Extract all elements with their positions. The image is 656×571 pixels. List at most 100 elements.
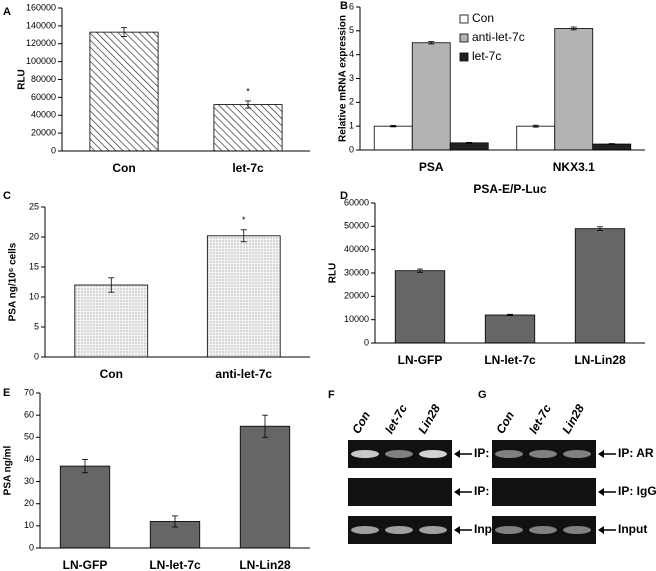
y-tick-label: 0 — [29, 542, 34, 552]
error-bar — [570, 26, 577, 31]
gel-arrowhead — [454, 488, 460, 496]
bar — [59, 465, 111, 549]
panel-letter: F — [328, 389, 335, 401]
y-tick-label: 40 — [24, 454, 34, 464]
legend-label: Con — [472, 11, 494, 25]
error-bar — [262, 414, 268, 438]
y-axis-label: PSA ng/10⁶ cells — [8, 242, 19, 321]
bar — [394, 270, 446, 344]
lane-label: let-7c — [382, 402, 410, 436]
error-bar — [121, 27, 127, 37]
error-bar — [390, 125, 397, 128]
y-tick-label: 70 — [24, 387, 34, 397]
y-tick-label: 1 — [349, 121, 354, 131]
panel-letter: A — [3, 6, 11, 18]
panel-letter: D — [340, 190, 348, 202]
legend-label: anti-let-7c — [472, 30, 525, 44]
gel-band — [529, 450, 557, 458]
error-bar — [172, 515, 178, 528]
gel-arrowhead — [598, 488, 604, 496]
y-tick-label: 15 — [29, 261, 39, 271]
y-axis-label: Relative mRNA expression — [338, 15, 349, 142]
bar — [592, 143, 632, 151]
y-axis-label: RLU — [328, 263, 339, 284]
legend-swatch — [459, 33, 469, 43]
gel-arrowhead — [454, 450, 460, 458]
panel-letter: C — [3, 190, 11, 202]
x-tick-label: LN-let-7c — [484, 353, 536, 367]
gel-band — [495, 450, 523, 458]
error-bar — [240, 229, 247, 243]
gel-strip — [492, 478, 596, 506]
y-tick-label: 4 — [349, 49, 354, 59]
panel-letter: G — [478, 389, 487, 401]
gel-arrowhead — [598, 450, 604, 458]
x-tick-label: NKX3.1 — [553, 160, 595, 174]
error-bar — [532, 124, 539, 128]
y-tick-label: 120000 — [26, 38, 56, 48]
lane-label: let-7c — [526, 402, 554, 436]
y-tick-label: 30 — [24, 476, 34, 486]
y-tick-label: 5 — [34, 321, 39, 331]
y-tick-label: 3 — [349, 73, 354, 83]
y-tick-label: 50000 — [344, 221, 369, 231]
error-bar — [245, 100, 251, 109]
y-tick-label: 50 — [24, 432, 34, 442]
y-tick-label: 10000 — [344, 314, 369, 324]
bar — [213, 104, 283, 152]
y-tick-label: 25 — [29, 201, 39, 211]
legend-swatch — [459, 14, 469, 24]
x-tick-label: Con — [112, 161, 135, 175]
gel-band — [385, 450, 413, 458]
y-tick-label: 20000 — [344, 291, 369, 301]
legend-label: let-7c — [472, 49, 501, 63]
y-tick-label: 10 — [29, 291, 39, 301]
gel-band — [495, 526, 523, 534]
panel-letter: E — [3, 387, 10, 399]
gel-band — [563, 526, 591, 534]
y-tick-label: 2 — [349, 97, 354, 107]
gel-band — [419, 450, 447, 458]
bar — [574, 228, 626, 344]
y-tick-label: 60000 — [31, 92, 56, 102]
y-tick-label: 0 — [51, 145, 56, 155]
gel-arrowhead — [598, 526, 604, 534]
x-tick-label: PSA — [419, 160, 444, 174]
y-tick-label: 60000 — [344, 197, 369, 207]
bar — [373, 125, 413, 151]
legend-swatch — [459, 52, 469, 62]
gel-band — [351, 450, 379, 458]
y-tick-label: 5 — [349, 25, 354, 35]
gel-strip — [348, 478, 452, 506]
annotation: * — [242, 215, 246, 225]
bar — [516, 125, 556, 151]
y-tick-label: 100000 — [26, 56, 56, 66]
row-label: IP: AR — [618, 446, 654, 460]
bar — [89, 31, 159, 152]
annotation: * — [246, 86, 250, 96]
gel-panels: F G — [328, 389, 487, 401]
error-bar — [608, 143, 615, 145]
error-bar — [108, 277, 115, 293]
gel-arrowhead — [454, 526, 460, 534]
y-tick-label: 20 — [24, 498, 34, 508]
gel-band — [529, 526, 557, 534]
error-bar — [466, 141, 473, 144]
gel-band — [563, 450, 591, 458]
bar — [239, 425, 291, 549]
error-bar — [417, 268, 423, 273]
y-tick-label: 80000 — [31, 74, 56, 84]
bar — [484, 314, 536, 344]
bar — [74, 284, 149, 358]
error-bar — [597, 226, 603, 231]
row-label: Input — [618, 522, 647, 536]
error-bar — [82, 459, 88, 474]
gel-band — [419, 526, 447, 534]
lane-label: Lin28 — [415, 402, 443, 436]
y-tick-label: 40000 — [31, 110, 56, 120]
y-tick-label: 20 — [29, 231, 39, 241]
x-tick-label: anti-let-7c — [215, 367, 272, 381]
error-bar — [507, 313, 513, 317]
